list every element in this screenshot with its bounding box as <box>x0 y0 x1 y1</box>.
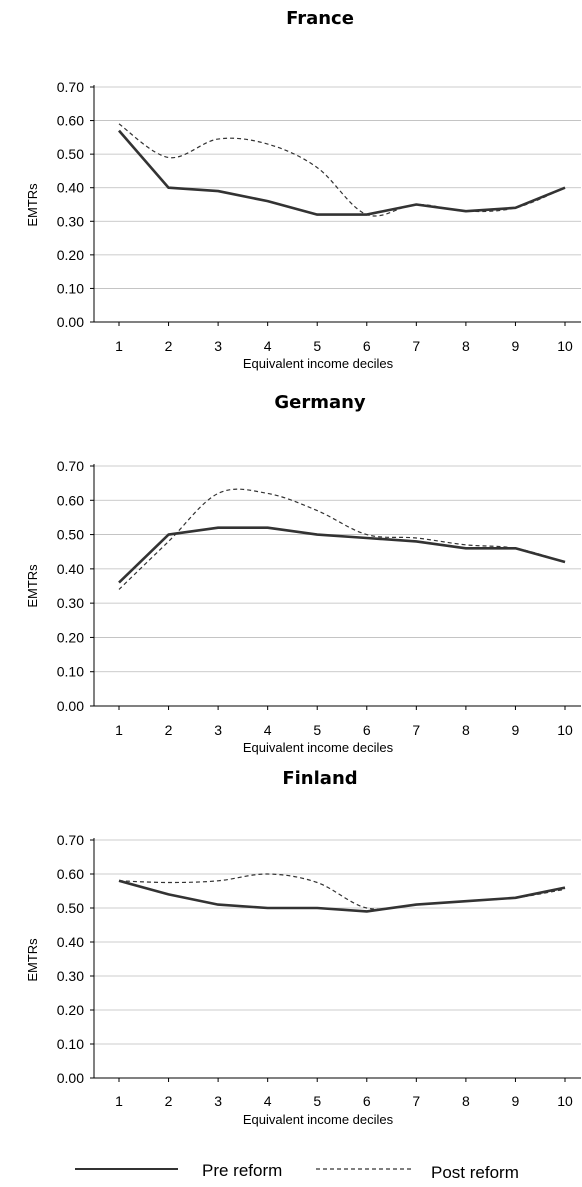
series-line-pre-reform <box>118 879 566 913</box>
x-tick-label: 4 <box>264 722 272 738</box>
x-tick-label: 10 <box>557 338 573 354</box>
y-tick-label: 0.70 <box>57 458 84 474</box>
x-axis-label: Equivalent income deciles <box>243 356 394 371</box>
x-tick-label: 10 <box>557 1093 573 1109</box>
y-tick-label: 0.00 <box>57 314 84 330</box>
y-axis-label: EMTRs <box>25 183 40 227</box>
y-tick-label: 0.60 <box>57 492 84 508</box>
y-tick-label: 0.60 <box>57 866 84 882</box>
y-tick-label: 0.00 <box>57 698 84 714</box>
chart-title-france: France <box>286 8 354 29</box>
x-tick-label: 9 <box>512 338 520 354</box>
y-tick-label: 0.50 <box>57 900 84 916</box>
x-tick-label: 9 <box>512 1093 520 1109</box>
y-tick-label: 0.60 <box>57 113 84 129</box>
y-tick-label: 0.00 <box>57 1070 84 1086</box>
series-line-pre-reform <box>118 526 566 584</box>
x-axis-label: Equivalent income deciles <box>243 740 394 755</box>
y-tick-label: 0.20 <box>57 1002 84 1018</box>
x-tick-label: 5 <box>313 722 321 738</box>
y-tick-label: 0.30 <box>57 595 84 611</box>
x-tick-label: 3 <box>214 1093 222 1109</box>
series-line-post-reform <box>118 488 566 590</box>
y-tick-label: 0.30 <box>57 968 84 984</box>
y-tick-label: 0.40 <box>57 180 84 196</box>
x-tick-label: 2 <box>165 338 173 354</box>
x-tick-label: 7 <box>412 722 420 738</box>
series-line-post-reform <box>118 873 566 910</box>
y-tick-label: 0.50 <box>57 146 84 162</box>
x-tick-label: 6 <box>363 338 371 354</box>
x-axis-label: Equivalent income deciles <box>243 1112 394 1127</box>
x-tick-label: 6 <box>363 1093 371 1109</box>
chart-title-finland: Finland <box>282 768 358 789</box>
y-tick-label: 0.10 <box>57 280 84 296</box>
y-tick-label: 0.50 <box>57 527 84 543</box>
y-axis-label: EMTRs <box>25 938 40 982</box>
x-tick-label: 4 <box>264 1093 272 1109</box>
x-tick-label: 7 <box>412 1093 420 1109</box>
y-tick-label: 0.20 <box>57 247 84 263</box>
x-tick-label: 5 <box>313 1093 321 1109</box>
x-tick-label: 3 <box>214 722 222 738</box>
x-tick-label: 3 <box>214 338 222 354</box>
x-tick-label: 4 <box>264 338 272 354</box>
x-tick-label: 5 <box>313 338 321 354</box>
series-line-pre-reform <box>118 129 566 216</box>
x-tick-label: 2 <box>165 722 173 738</box>
y-axis-label: EMTRs <box>25 564 40 608</box>
x-tick-label: 1 <box>115 722 123 738</box>
x-tick-label: 1 <box>115 338 123 354</box>
x-tick-label: 1 <box>115 1093 123 1109</box>
x-tick-label: 8 <box>462 1093 470 1109</box>
x-tick-label: 8 <box>462 722 470 738</box>
y-tick-label: 0.20 <box>57 629 84 645</box>
y-tick-label: 0.70 <box>57 832 84 848</box>
y-tick-label: 0.40 <box>57 934 84 950</box>
y-tick-label: 0.70 <box>57 79 84 95</box>
x-tick-label: 2 <box>165 1093 173 1109</box>
y-tick-label: 0.10 <box>57 1036 84 1052</box>
x-tick-label: 6 <box>363 722 371 738</box>
y-tick-label: 0.40 <box>57 561 84 577</box>
x-tick-label: 9 <box>512 722 520 738</box>
y-tick-label: 0.30 <box>57 213 84 229</box>
x-tick-label: 8 <box>462 338 470 354</box>
x-tick-label: 10 <box>557 722 573 738</box>
series-line-post-reform <box>118 123 566 217</box>
chart-title-germany: Germany <box>274 392 366 413</box>
y-tick-label: 0.10 <box>57 664 84 680</box>
x-tick-label: 7 <box>412 338 420 354</box>
